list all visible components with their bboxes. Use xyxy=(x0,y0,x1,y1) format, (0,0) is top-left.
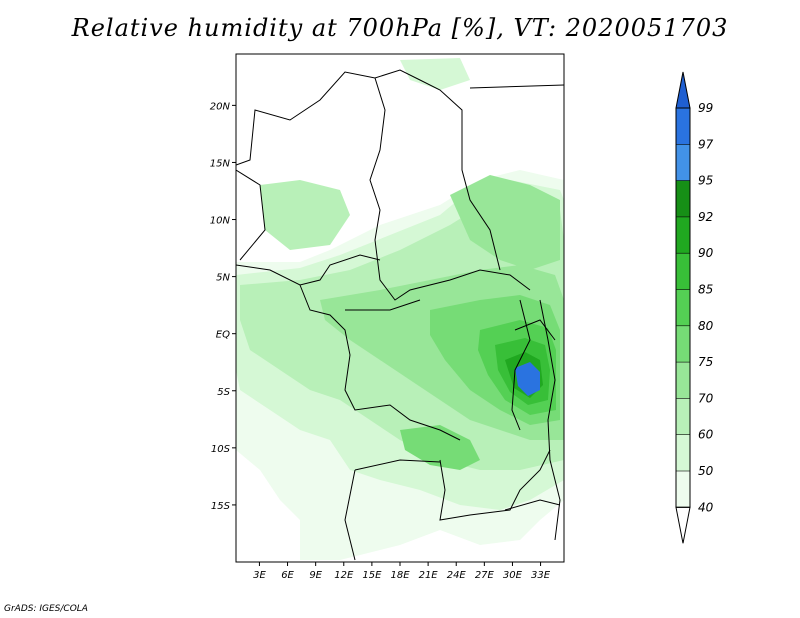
border-line xyxy=(539,299,561,541)
border-line xyxy=(345,299,421,311)
latitude-axis: 20N 15N 10N 5N EQ 5S 10S 15S xyxy=(210,101,236,512)
lat-tick-label: 15S xyxy=(211,501,231,512)
country-borders xyxy=(236,69,564,561)
colorbar-segment xyxy=(676,216,690,254)
border-line xyxy=(439,449,551,521)
colorbar-segment xyxy=(676,471,690,508)
colorbar-level-label: 60 xyxy=(698,428,714,442)
border-line xyxy=(354,459,441,471)
lon-tick-label: 15E xyxy=(362,570,382,581)
colorbar-level-label: 40 xyxy=(698,500,714,514)
colorbar-level-label: 80 xyxy=(698,319,714,333)
lat-tick-label: EQ xyxy=(216,330,230,341)
lon-tick-label: 30E xyxy=(503,570,523,581)
humidity-area-north xyxy=(260,180,350,250)
border-line xyxy=(369,77,531,301)
border-line xyxy=(236,69,501,271)
lon-tick-label: 3E xyxy=(253,570,266,581)
colorbar-top-arrow xyxy=(675,71,691,109)
lat-tick-label: 5S xyxy=(217,387,230,398)
colorbar-level-label: 99 xyxy=(698,101,713,115)
colorbar-level-label: 95 xyxy=(698,174,713,188)
lat-tick-label: 20N xyxy=(210,101,231,112)
colorbar-segment xyxy=(676,180,690,217)
humidity-area-south xyxy=(400,425,480,470)
colorbar-level-label: 97 xyxy=(698,137,714,151)
lat-tick-label: 10N xyxy=(210,216,231,227)
colorbar-level-label: 50 xyxy=(698,464,714,478)
border-line xyxy=(236,254,381,286)
lon-tick-label: 6E xyxy=(281,570,294,581)
border-line xyxy=(299,284,461,441)
lon-tick-label: 33E xyxy=(531,570,551,581)
colorbar-segment xyxy=(676,108,690,145)
lon-tick-label: 27E xyxy=(475,570,495,581)
colorbar-segment xyxy=(676,362,690,399)
colorbar-segment xyxy=(676,434,690,471)
border-line xyxy=(504,499,561,511)
colorbar-segment xyxy=(676,253,690,290)
colorbar-level-label: 92 xyxy=(698,210,713,224)
colorbar-bottom-arrow xyxy=(675,506,691,544)
lat-tick-label: 5N xyxy=(216,273,230,284)
lat-tick-label: 10S xyxy=(211,444,231,455)
border-line xyxy=(469,84,564,89)
lon-tick-label: 21E xyxy=(419,570,439,581)
colorbar-level-label: 75 xyxy=(698,355,713,369)
colorbar-segment xyxy=(676,289,690,326)
border-line xyxy=(511,299,531,431)
grads-credit: GrADS: IGES/COLA xyxy=(4,604,88,614)
colorbar-segment xyxy=(676,398,690,435)
lon-tick-label: 18E xyxy=(390,570,410,581)
colorbar-level-label: 85 xyxy=(698,283,713,297)
lat-tick-label: 15N xyxy=(210,158,231,169)
colorbar-level-label: 70 xyxy=(698,391,714,405)
border-line xyxy=(344,469,356,561)
colorbar: 99 97 95 92 90 85 80 75 70 60 50 40 xyxy=(675,71,714,544)
humidity-area-95 xyxy=(515,362,540,396)
longitude-axis: 3E 6E 9E 12E 15E 18E 21E 24E 27E 30E 33E xyxy=(253,562,551,581)
colorbar-level-label: 90 xyxy=(698,246,714,260)
colorbar-segment xyxy=(676,144,690,181)
humidity-area-northeast xyxy=(450,175,560,270)
border-line xyxy=(514,319,556,341)
lon-tick-label: 12E xyxy=(334,570,354,581)
humidity-field xyxy=(236,54,564,562)
lon-tick-label: 24E xyxy=(447,570,467,581)
colorbar-segment xyxy=(676,325,690,363)
lon-tick-label: 9E xyxy=(309,570,322,581)
border-line xyxy=(236,169,266,261)
humidity-area-far-north xyxy=(400,58,470,90)
map-title: Relative humidity at 700hPa [%], VT: 202… xyxy=(71,14,729,42)
